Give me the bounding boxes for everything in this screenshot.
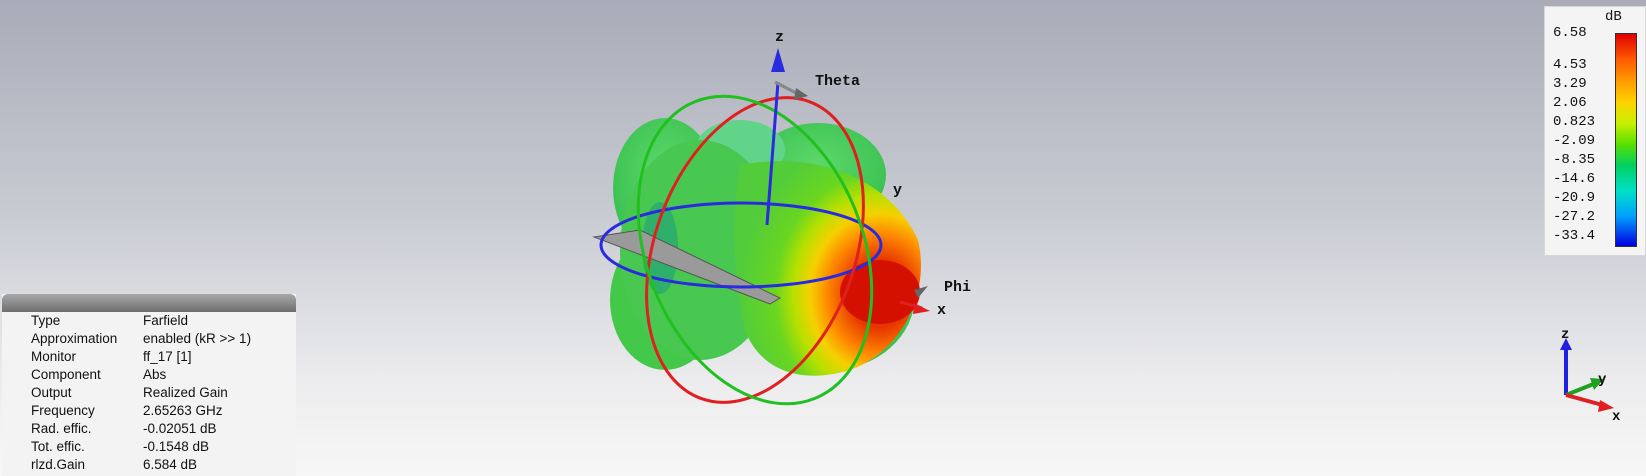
- phi-ring: [599, 201, 883, 289]
- z-axis-arrow-icon: [771, 48, 785, 72]
- legend-value: 2.06: [1553, 95, 1587, 111]
- triad-z-label: z: [1561, 327, 1569, 343]
- legend-value: -2.09: [1553, 133, 1596, 149]
- legend-value: 0.823: [1553, 114, 1596, 130]
- info-value: ff_17 [1]: [143, 349, 192, 364]
- info-value: Abs: [143, 367, 167, 382]
- info-value: enabled (kR >> 1): [143, 331, 252, 346]
- info-label: Tot. effic.: [31, 439, 85, 454]
- info-label: Type: [31, 313, 61, 328]
- legend-value: -14.6: [1553, 171, 1596, 187]
- color-legend: dB 6.58 4.53 3.29 2.06 0.823 -2.09 -8.35…: [1544, 6, 1646, 256]
- legend-value: -8.35: [1553, 152, 1596, 168]
- info-value: -0.02051 dB: [143, 421, 217, 436]
- info-label: Monitor: [31, 349, 77, 364]
- orientation-triad[interactable]: z y x: [1560, 327, 1621, 425]
- legend-value: 3.29: [1553, 76, 1587, 92]
- triad-y-line: [1565, 381, 1597, 397]
- legend-value: -27.2: [1553, 209, 1596, 225]
- info-label: Rad. effic.: [31, 421, 92, 436]
- legend-unit: dB: [1605, 9, 1622, 25]
- info-value: 6.584 dB: [143, 457, 198, 472]
- info-value: Realized Gain: [143, 385, 228, 400]
- z-axis-line: [765, 81, 780, 226]
- info-label: Output: [31, 385, 72, 400]
- z-axis-label: z: [775, 29, 784, 46]
- triad-z-arrow-icon: [1560, 338, 1572, 350]
- info-value: -0.1548 dB: [143, 439, 210, 454]
- legend-color-bar: [1615, 33, 1637, 247]
- triad-y-arrow-icon: [1590, 378, 1604, 390]
- info-value: 2.65263 GHz: [143, 403, 223, 418]
- farfield-info-panel: Type Farfield Approximation enabled (kR …: [2, 294, 296, 476]
- legend-value: -33.4: [1553, 228, 1596, 244]
- legend-value: 6.58: [1553, 25, 1587, 41]
- triad-x-arrow-icon: [1598, 400, 1614, 412]
- info-label: Component: [31, 367, 101, 382]
- phi-label: Phi: [944, 279, 971, 296]
- info-label: Frequency: [31, 403, 95, 418]
- y-axis-label: y: [893, 182, 902, 199]
- theta-ring: [645, 96, 865, 404]
- info-label: Approximation: [31, 331, 118, 346]
- x-axis-arrow-icon: [913, 303, 930, 314]
- triad-x-label: x: [1612, 409, 1621, 425]
- info-label: rlzd.Gain: [31, 457, 86, 472]
- theta-label: Theta: [815, 73, 860, 90]
- legend-value: -20.9: [1553, 190, 1596, 206]
- meridian-ring: [636, 94, 874, 406]
- triad-y-label: y: [1598, 372, 1607, 388]
- info-panel-titlebar[interactable]: [2, 294, 296, 312]
- max-gain-region: [840, 260, 920, 324]
- theta-arrow-icon: [794, 88, 808, 100]
- phi-arrow-icon: [914, 286, 928, 298]
- info-value: Farfield: [143, 313, 189, 328]
- x-axis-label: x: [937, 302, 946, 319]
- legend-value: 4.53: [1553, 57, 1587, 73]
